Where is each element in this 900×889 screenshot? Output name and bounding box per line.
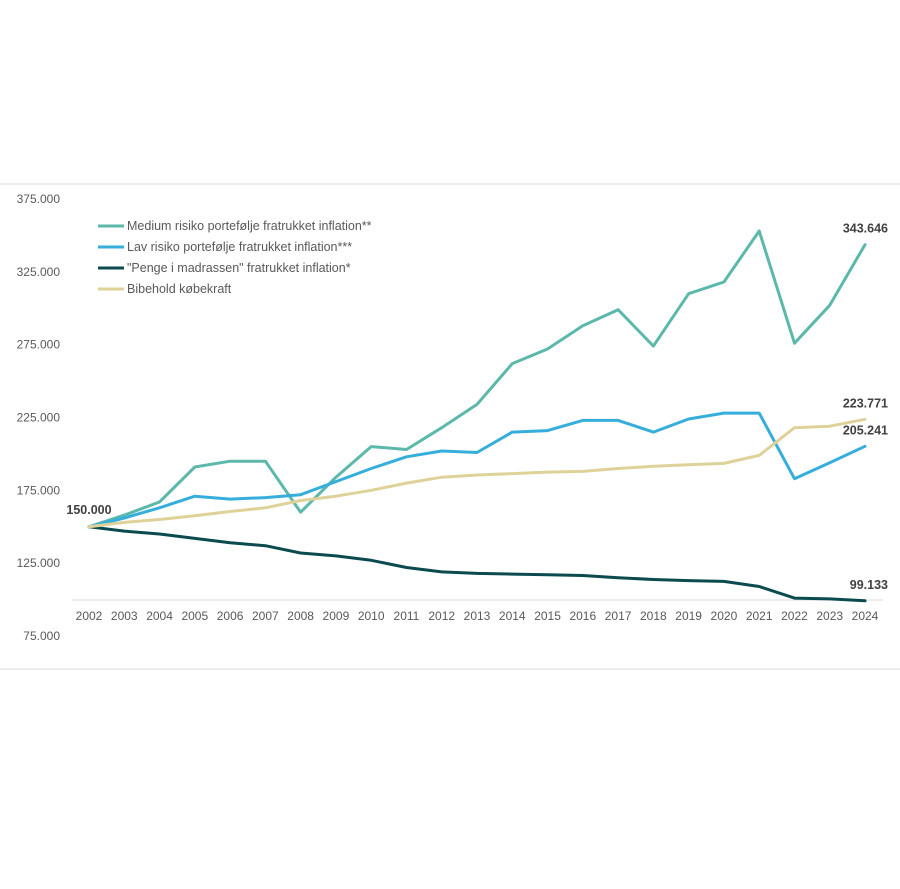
data-label: 223.771: [843, 396, 888, 410]
series-line-2: [87, 411, 867, 529]
x-tick-label: 2012: [428, 609, 455, 623]
x-tick-label: 2010: [358, 609, 385, 623]
x-tick-label: 2008: [287, 609, 314, 623]
series-lines: [87, 229, 867, 603]
x-tick-label: 2018: [640, 609, 667, 623]
x-tick-label: 2013: [464, 609, 491, 623]
legend-label: Lav risiko portefølje fratrukket inflati…: [127, 240, 352, 254]
x-tick-label: 2021: [746, 609, 773, 623]
data-label: 99.133: [850, 578, 888, 592]
y-tick-label: 125.000: [17, 556, 61, 570]
y-tick-label: 75.000: [23, 629, 60, 643]
y-tick-label: 325.000: [17, 265, 61, 279]
y-axis-ticks: 375.000 325.000 275.000 225.000 175.000 125.0…: [17, 192, 61, 643]
x-axis-ticks: 2002 2003 2004 2005 2006 2007 2008 2009 2010 2011…: [76, 609, 879, 623]
x-tick-label: 2011: [394, 609, 420, 623]
series-line-4: [87, 417, 867, 529]
x-tick-label: 2022: [781, 609, 808, 623]
x-tick-label: 2016: [569, 609, 596, 623]
y-tick-label: 375.000: [17, 192, 61, 206]
x-tick-label: 2007: [252, 609, 279, 623]
data-label: 150.000: [66, 503, 111, 517]
x-tick-label: 2015: [534, 609, 561, 623]
x-tick-label: 2009: [323, 609, 350, 623]
legend: Medium risiko portefølje fratrukket infl…: [98, 219, 372, 296]
data-label: 343.646: [843, 222, 888, 236]
series-line-1: [87, 229, 867, 529]
x-tick-label: 2005: [181, 609, 208, 623]
x-tick-label: 2023: [816, 609, 843, 623]
legend-label: Medium risiko portefølje fratrukket infl…: [127, 219, 372, 233]
x-tick-label: 2019: [675, 609, 702, 623]
x-tick-label: 2004: [146, 609, 173, 623]
series-line-3: [87, 525, 867, 603]
x-tick-label: 2014: [499, 609, 526, 623]
x-tick-label: 2003: [111, 609, 138, 623]
x-tick-label: 2002: [76, 609, 103, 623]
x-tick-label: 2017: [605, 609, 632, 623]
legend-label: "Penge i madrassen" fratrukket inflation…: [127, 261, 351, 275]
data-labels: 150.000 343.646 223.771 205.241 99.133: [66, 222, 888, 592]
y-tick-label: 275.000: [17, 338, 61, 352]
x-tick-label: 2006: [217, 609, 244, 623]
data-label: 205.241: [843, 423, 888, 437]
legend-label: Bibehold købekraft: [127, 282, 232, 296]
x-tick-label: 2024: [852, 609, 879, 623]
y-tick-label: 225.000: [17, 411, 61, 425]
x-tick-label: 2020: [711, 609, 738, 623]
y-tick-label: 175.000: [17, 483, 61, 497]
